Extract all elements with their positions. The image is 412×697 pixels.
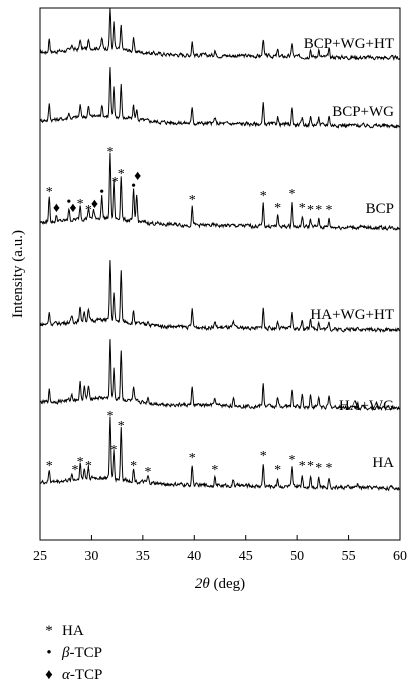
peak-marker: *	[189, 193, 196, 208]
peak-marker: ♦	[134, 169, 141, 184]
legend-label: -TCP	[69, 645, 102, 661]
x-axis-title: 2θ (deg)	[195, 576, 245, 592]
peak-marker: *	[315, 461, 322, 476]
peak-marker: *	[307, 459, 314, 474]
x-tick-label: 55	[342, 549, 356, 564]
peak-marker: *	[46, 459, 53, 474]
series-line	[39, 8, 401, 61]
peak-marker: •	[99, 185, 104, 200]
peak-marker: ♦	[69, 201, 76, 216]
x-tick-label: 40	[187, 549, 201, 564]
series-line	[39, 416, 401, 492]
x-tick-label: 30	[84, 549, 98, 564]
peak-marker: *	[299, 459, 306, 474]
peak-marker: *	[189, 451, 196, 466]
x-tick-label: 60	[393, 549, 407, 564]
legend-symbol: *	[45, 623, 53, 639]
peak-marker: *	[106, 409, 113, 424]
peak-marker: *	[326, 203, 333, 218]
peak-marker: *	[289, 453, 296, 468]
series-line	[39, 152, 401, 231]
legend-symbol: ♦	[45, 667, 53, 683]
x-tick-label: 35	[136, 549, 150, 564]
peak-marker: *	[85, 203, 92, 218]
legend-item-beta-tcp: • β-TCP	[40, 642, 102, 664]
y-axis-title: Intensity (a.u.)	[10, 230, 26, 318]
x-tick-label: 25	[33, 549, 47, 564]
peak-marker: *	[260, 449, 267, 464]
series-line	[39, 260, 401, 333]
peak-marker: *	[211, 463, 218, 478]
peak-marker: *	[289, 187, 296, 202]
legend-item-ha: * HA	[40, 620, 102, 642]
legend-label-prefix: α	[62, 667, 70, 683]
peak-marker: *	[260, 189, 267, 204]
series-traces: BCP+WG+HT BCP+WG BCP HA+WG+HT HA+WG HA	[39, 8, 401, 492]
peak-marker: *	[112, 175, 119, 190]
series-label: BCP+WG	[332, 104, 394, 120]
peak-marker: *	[77, 455, 84, 470]
peak-marker: *	[315, 203, 322, 218]
peak-markers: *♦ •♦ * * ♦•***•♦* **** * * ** ** ***** ****** * * * *	[46, 145, 333, 480]
legend-label: HA	[62, 623, 84, 639]
x-tick-label: 50	[290, 549, 304, 564]
series-label: BCP	[366, 201, 394, 217]
peak-marker: *	[307, 203, 314, 218]
peak-marker: *	[274, 201, 281, 216]
peak-marker: •	[131, 179, 136, 194]
peak-marker: *	[46, 185, 53, 200]
series-label: HA+WG	[339, 398, 394, 414]
peak-marker: *	[77, 197, 84, 212]
peak-marker: *	[118, 167, 125, 182]
peak-marker: *	[106, 145, 113, 160]
peak-marker: *	[145, 465, 152, 480]
plot-frame	[39, 7, 401, 541]
peak-marker: *	[130, 459, 137, 474]
series-label: HA	[372, 455, 394, 471]
peak-marker: •	[66, 195, 71, 210]
x-axis-ticks: 25 30 35 40 45 50 55 60	[33, 535, 407, 564]
legend-item-alpha-tcp: ♦ α-TCP	[40, 664, 102, 686]
legend-label: -TCP	[69, 667, 103, 683]
peak-marker: ♦	[91, 197, 98, 212]
peak-marker: *	[85, 459, 92, 474]
legend: * HA • β-TCP ♦ α-TCP	[40, 620, 102, 686]
peak-marker: ♦	[53, 201, 60, 216]
legend-symbol: •	[46, 645, 52, 661]
series-label: BCP+WG+HT	[304, 36, 394, 52]
peak-marker: *	[274, 463, 281, 478]
series-line	[39, 67, 401, 129]
legend-label-prefix: β	[62, 645, 70, 661]
peak-marker: *	[326, 461, 333, 476]
peak-marker: *	[299, 201, 306, 216]
series-line	[39, 339, 401, 412]
peak-marker: *	[118, 419, 125, 434]
series-label: HA+WG+HT	[310, 307, 394, 323]
peak-marker: *	[71, 463, 78, 478]
x-tick-label: 45	[239, 549, 253, 564]
peak-marker: *	[111, 443, 118, 458]
